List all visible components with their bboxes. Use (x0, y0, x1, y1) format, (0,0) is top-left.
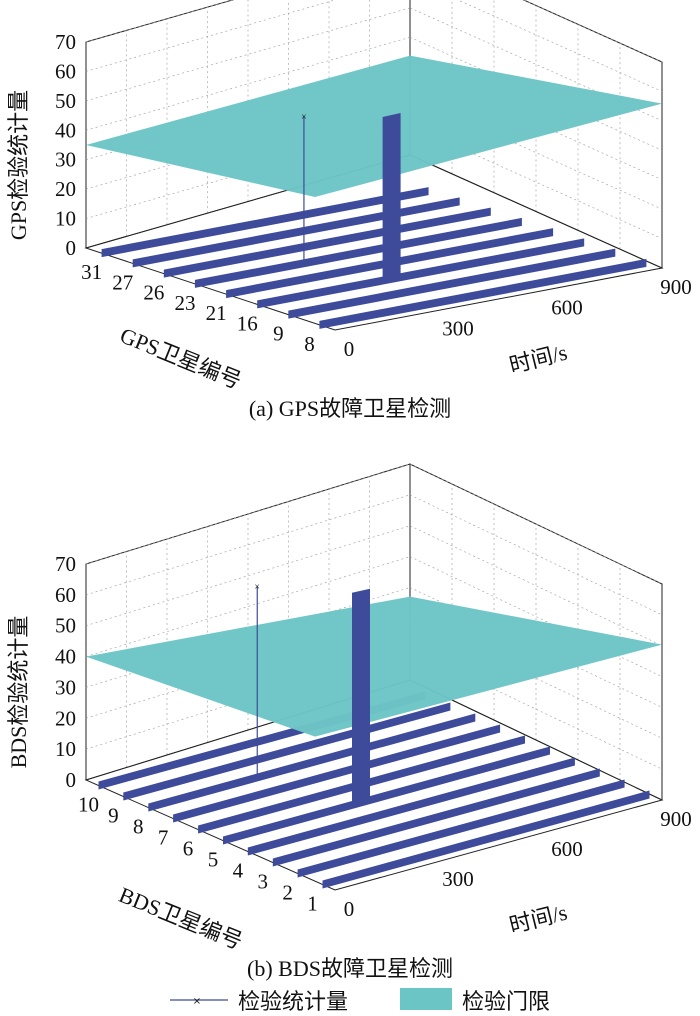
time-axis-title: 时间/s (507, 339, 570, 377)
fault-spike-marker: × (301, 112, 307, 123)
gridline-z-left (85, 0, 336, 72)
satellite-tick-label: 4 (233, 859, 244, 883)
gridline-z-left (85, 463, 411, 565)
satellite-tick-label: 9 (108, 804, 119, 828)
statistic-stripe-sat-8 (148, 713, 476, 812)
fault-spike-bar (352, 588, 370, 803)
time-tick-label: 900 (660, 275, 692, 299)
gridline-z-left (85, 617, 411, 719)
satellite-tick-label: 8 (133, 815, 144, 839)
z-tick-label: 60 (55, 59, 76, 83)
satellite-tick-label: 10 (78, 793, 99, 817)
z-tick-label: 10 (55, 737, 76, 761)
gridline-z-left (85, 36, 411, 131)
fault-spike-bar (382, 113, 401, 279)
z-tick-label: 50 (55, 89, 76, 113)
threshold-plane (86, 55, 662, 197)
gridline-z-right (409, 525, 663, 646)
z-tick-label: 60 (55, 583, 76, 607)
gridline-z-left (85, 7, 411, 102)
satellite-tick-label: 9 (273, 322, 284, 346)
statistic-stripe-sat-1 (322, 790, 650, 889)
gridline-z-right (523, 0, 663, 63)
z-tick-label: 10 (55, 207, 76, 231)
time-tick-label: 0 (344, 897, 355, 921)
time-tick-label: 0 (344, 337, 355, 361)
time-tick-label: 300 (442, 316, 474, 340)
gridline-z-left (85, 525, 411, 627)
z-tick-label: 50 (55, 614, 76, 638)
statistic-stripe-sat-2 (297, 779, 625, 878)
panel-gps: 010203040506070×891621232627310300600900… (6, 0, 692, 421)
satellite-tick-label: 23 (174, 291, 195, 315)
z-axis-title: GPS检验统计量 (6, 90, 31, 240)
satellite-tick-label: 2 (282, 881, 293, 905)
gridline-z-right (409, 37, 663, 151)
z-tick-label: 30 (55, 148, 76, 172)
legend-statistic-label: 检验统计量 (238, 990, 348, 1015)
legend-statistic-marker: × (193, 996, 201, 1007)
z-tick-label: 0 (66, 236, 77, 260)
panel-bds: 010203040506070×123456789100300600900BDS… (6, 463, 692, 981)
time-tick-label: 900 (660, 807, 692, 831)
statistic-stripe-sat-26 (163, 207, 491, 278)
satellite-tick-label: 7 (158, 826, 169, 850)
satellite-tick-label: 6 (183, 837, 194, 861)
gridline-z-right (409, 556, 663, 677)
gridline-z-left (85, 494, 411, 596)
z-tick-label: 70 (55, 552, 76, 576)
time-tick-label: 600 (551, 296, 583, 320)
satellite-tick-label: 21 (206, 301, 227, 325)
statistic-stripe-sat-7 (173, 724, 501, 823)
z-tick-label: 30 (55, 675, 76, 699)
statistic-stripe-sat-5 (223, 746, 550, 845)
time-tick-label: 300 (442, 867, 474, 891)
statistic-stripe-sat-23 (194, 217, 522, 288)
statistic-stripe-sat-16 (257, 238, 585, 309)
satellite-tick-label: 1 (307, 892, 318, 916)
z-tick-label: 40 (55, 645, 76, 669)
satellite-tick-label: 27 (112, 270, 133, 294)
legend: × 检验统计量 检验门限 (170, 988, 550, 1015)
threshold-plane (86, 596, 662, 737)
gridline-z-left (85, 648, 411, 750)
satellite-axis-title: GPS卫星编号 (117, 322, 245, 393)
statistic-stripe-sat-9 (288, 248, 616, 319)
satellite-tick-label: 8 (304, 332, 315, 356)
statistic-stripe-sat-31 (101, 187, 429, 258)
satellite-tick-label: 31 (81, 260, 102, 284)
statistic-stripe-sat-3 (272, 768, 600, 867)
gridline-z-left (85, 0, 234, 43)
satellite-tick-label: 5 (208, 848, 219, 872)
time-axis-title: 时间/s (507, 899, 570, 937)
legend-threshold-swatch (400, 988, 452, 1010)
z-tick-label: 20 (55, 177, 76, 201)
satellite-axis-title: BDS卫星编号 (115, 882, 246, 954)
z-tick-label: 40 (55, 118, 76, 142)
statistic-stripe-sat-8 (319, 258, 647, 329)
statistic-stripe-sat-4 (247, 757, 575, 856)
z-tick-label: 70 (55, 30, 76, 54)
gridline-z-left (85, 556, 411, 657)
legend-threshold-label: 检验门限 (462, 990, 550, 1015)
z-axis-title: BDS检验统计量 (6, 616, 31, 769)
satellite-tick-label: 26 (143, 281, 164, 305)
satellite-tick-label: 16 (237, 311, 258, 335)
z-tick-label: 20 (55, 706, 76, 730)
panel-caption: (b) BDS故障卫星检测 (247, 956, 453, 981)
fault-spike-marker: × (254, 582, 260, 593)
satellite-tick-label: 3 (258, 870, 269, 894)
z-tick-label: 0 (66, 768, 77, 792)
statistic-stripe-sat-27 (132, 197, 460, 268)
time-tick-label: 600 (551, 837, 583, 861)
panel-caption: (a) GPS故障卫星检测 (249, 396, 451, 421)
